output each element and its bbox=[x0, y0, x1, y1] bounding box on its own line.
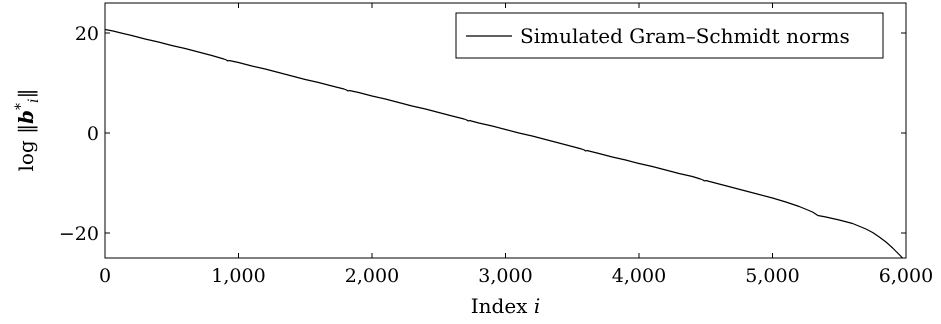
x-tick-label: 1,000 bbox=[211, 265, 265, 287]
y-tick-label: 0 bbox=[87, 123, 99, 145]
y-axis-label: log ‖b*i‖ bbox=[13, 88, 42, 171]
x-tick-label: 6,000 bbox=[879, 265, 933, 287]
legend-box bbox=[455, 12, 884, 59]
legend: Simulated Gram–Schmidt norms bbox=[455, 12, 884, 59]
y-tick-label: 20 bbox=[75, 23, 99, 45]
y-axis-ticks: 20 0 −20 bbox=[59, 23, 906, 245]
svg-text:log ‖b*i‖: log ‖b*i‖ bbox=[13, 88, 42, 171]
y-tick-label: −20 bbox=[59, 223, 99, 245]
x-tick-label: 0 bbox=[99, 265, 111, 287]
legend-label: Simulated Gram–Schmidt norms bbox=[520, 24, 850, 48]
series-line-0 bbox=[105, 28, 904, 258]
series-layer bbox=[105, 28, 904, 258]
x-tick-label: 5,000 bbox=[745, 265, 799, 287]
x-tick-label: 2,000 bbox=[345, 265, 399, 287]
x-tick-label: 4,000 bbox=[612, 265, 666, 287]
x-tick-label: 3,000 bbox=[478, 265, 532, 287]
x-axis-label: Index i bbox=[471, 294, 540, 318]
x-axis-ticks: 0 1,000 2,000 3,000 4,000 5,000 6,000 bbox=[99, 3, 933, 287]
